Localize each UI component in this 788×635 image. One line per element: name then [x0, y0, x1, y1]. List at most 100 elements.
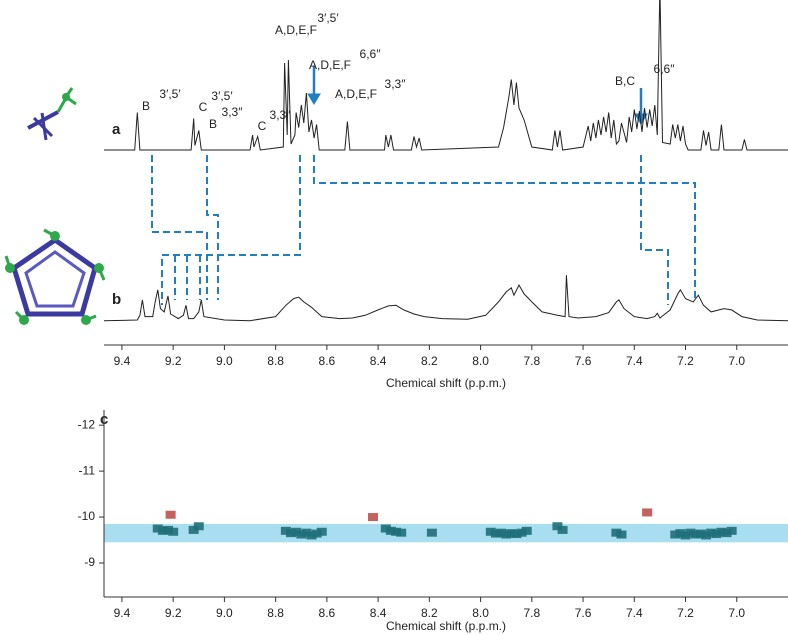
peak-label: C: [199, 100, 208, 114]
dosy-point: [496, 528, 507, 537]
peak-label: 3′,5′: [211, 89, 233, 103]
x-tick-label: 8.6: [319, 354, 336, 368]
dosy-point: [296, 530, 307, 539]
panel-label: b: [112, 291, 121, 308]
dosy-point: [516, 528, 527, 537]
dosy-point: [385, 526, 396, 535]
correlation-lines: [151, 155, 696, 305]
dosy-point: [611, 528, 622, 537]
peak-label: 3′,5′: [317, 11, 339, 25]
dosy-point: [685, 528, 696, 537]
dosy-point: [490, 529, 501, 538]
x-tick-label: 7.2: [677, 606, 694, 620]
dosy-point: [311, 529, 322, 538]
helicate-icon: [4, 228, 106, 325]
x-tick-label: 7.6: [575, 354, 592, 368]
dosy-point: [726, 526, 737, 535]
panel-label: a: [112, 121, 121, 138]
peak-label: 3,3″: [270, 108, 292, 122]
dosy-point: [280, 526, 291, 535]
dosy-point: [675, 529, 686, 538]
y-tick-label: -9: [84, 555, 95, 569]
dosy-point: [396, 528, 407, 537]
dosy-point: [391, 527, 402, 536]
ligand-icon: [27, 87, 77, 141]
dosy-point: [188, 525, 199, 534]
x-tick-label: 9.2: [165, 354, 182, 368]
x-tick-label: 8.0: [472, 354, 489, 368]
x-tick-label: 7.8: [523, 354, 540, 368]
peak-label: A,D,E,F: [275, 23, 317, 37]
x-tick-label: 7.0: [728, 606, 745, 620]
x-tick-label: 8.0: [472, 606, 489, 620]
x-tick-label: 7.2: [677, 354, 694, 368]
x-tick-label: 9.4: [114, 354, 131, 368]
x-tick-label: 9.4: [114, 606, 131, 620]
dosy-point: [680, 531, 691, 540]
dosy-point: [616, 530, 627, 539]
dosy-point: [670, 530, 681, 539]
dosy-point: [711, 530, 722, 539]
dosy-point: [367, 513, 378, 522]
x-tick-label: 8.4: [370, 606, 387, 620]
x-tick-label: 7.0: [728, 354, 745, 368]
dosy-point: [291, 527, 302, 536]
x-axis-title: Chemical shift (p.p.m.): [386, 376, 506, 390]
x-tick-label: 7.8: [523, 606, 540, 620]
dosy-point: [701, 531, 712, 540]
peak-label: 3′,5′: [159, 87, 181, 101]
dosy-point: [485, 527, 496, 536]
peak-label: A,D,E,F: [309, 58, 351, 72]
x-tick-label: 8.4: [370, 354, 387, 368]
dosy-point: [501, 530, 512, 539]
dosy-point: [380, 524, 391, 533]
x-tick-label: 8.8: [267, 606, 284, 620]
x-tick-label: 8.2: [421, 354, 438, 368]
peak-label: B: [142, 99, 150, 113]
dosy-point: [521, 526, 532, 535]
dosy-point: [506, 529, 517, 538]
dosy-point: [306, 531, 317, 540]
spectrum: [103, 275, 788, 322]
spectrum-line: [104, 0, 788, 151]
dosy-point: [286, 529, 297, 538]
x-tick-label: 8.8: [267, 354, 284, 368]
dosy-point: [511, 530, 522, 539]
dosy-point: [193, 522, 204, 531]
spectrum-line: [103, 275, 788, 322]
dosy-point: [690, 530, 701, 539]
peak-label: B: [209, 117, 217, 131]
x-tick-label: 8.6: [319, 606, 336, 620]
x-tick-label: 7.4: [626, 354, 643, 368]
dosy-point: [695, 529, 706, 538]
dosy-point: [168, 527, 179, 536]
dosy-point: [426, 528, 437, 537]
x-tick-label: 9.2: [165, 606, 182, 620]
x-tick-label: 9.0: [216, 354, 233, 368]
dosy-point: [642, 508, 653, 517]
x-axis-title: Chemical shift (p.p.m.): [386, 619, 506, 633]
x-tick-label: 8.2: [421, 606, 438, 620]
x-tick-label: 7.4: [626, 606, 643, 620]
dosy-point: [706, 528, 717, 537]
dosy-point: [552, 522, 563, 531]
dosy-point: [165, 510, 176, 519]
dosy-point: [157, 526, 168, 535]
x-tick-label: 9.0: [216, 606, 233, 620]
peak-label: 6,6″: [360, 47, 382, 61]
dosy-point: [557, 525, 568, 534]
dosy-point: [716, 527, 727, 536]
dosy-point: [152, 524, 163, 533]
peak-label: 6,6″: [654, 62, 676, 76]
peak-label: 3,3″: [385, 77, 407, 91]
peak-label: A,D,E,F: [335, 87, 377, 101]
dosy-point: [301, 528, 312, 537]
dosy-point: [721, 529, 732, 538]
peak-label: C: [258, 119, 267, 133]
y-tick-label: -10: [78, 509, 96, 523]
y-tick-label: -12: [78, 417, 96, 431]
peak-label: B,C: [615, 74, 635, 88]
spectrum: [104, 0, 788, 151]
peak-label: 3,3″: [222, 105, 244, 119]
